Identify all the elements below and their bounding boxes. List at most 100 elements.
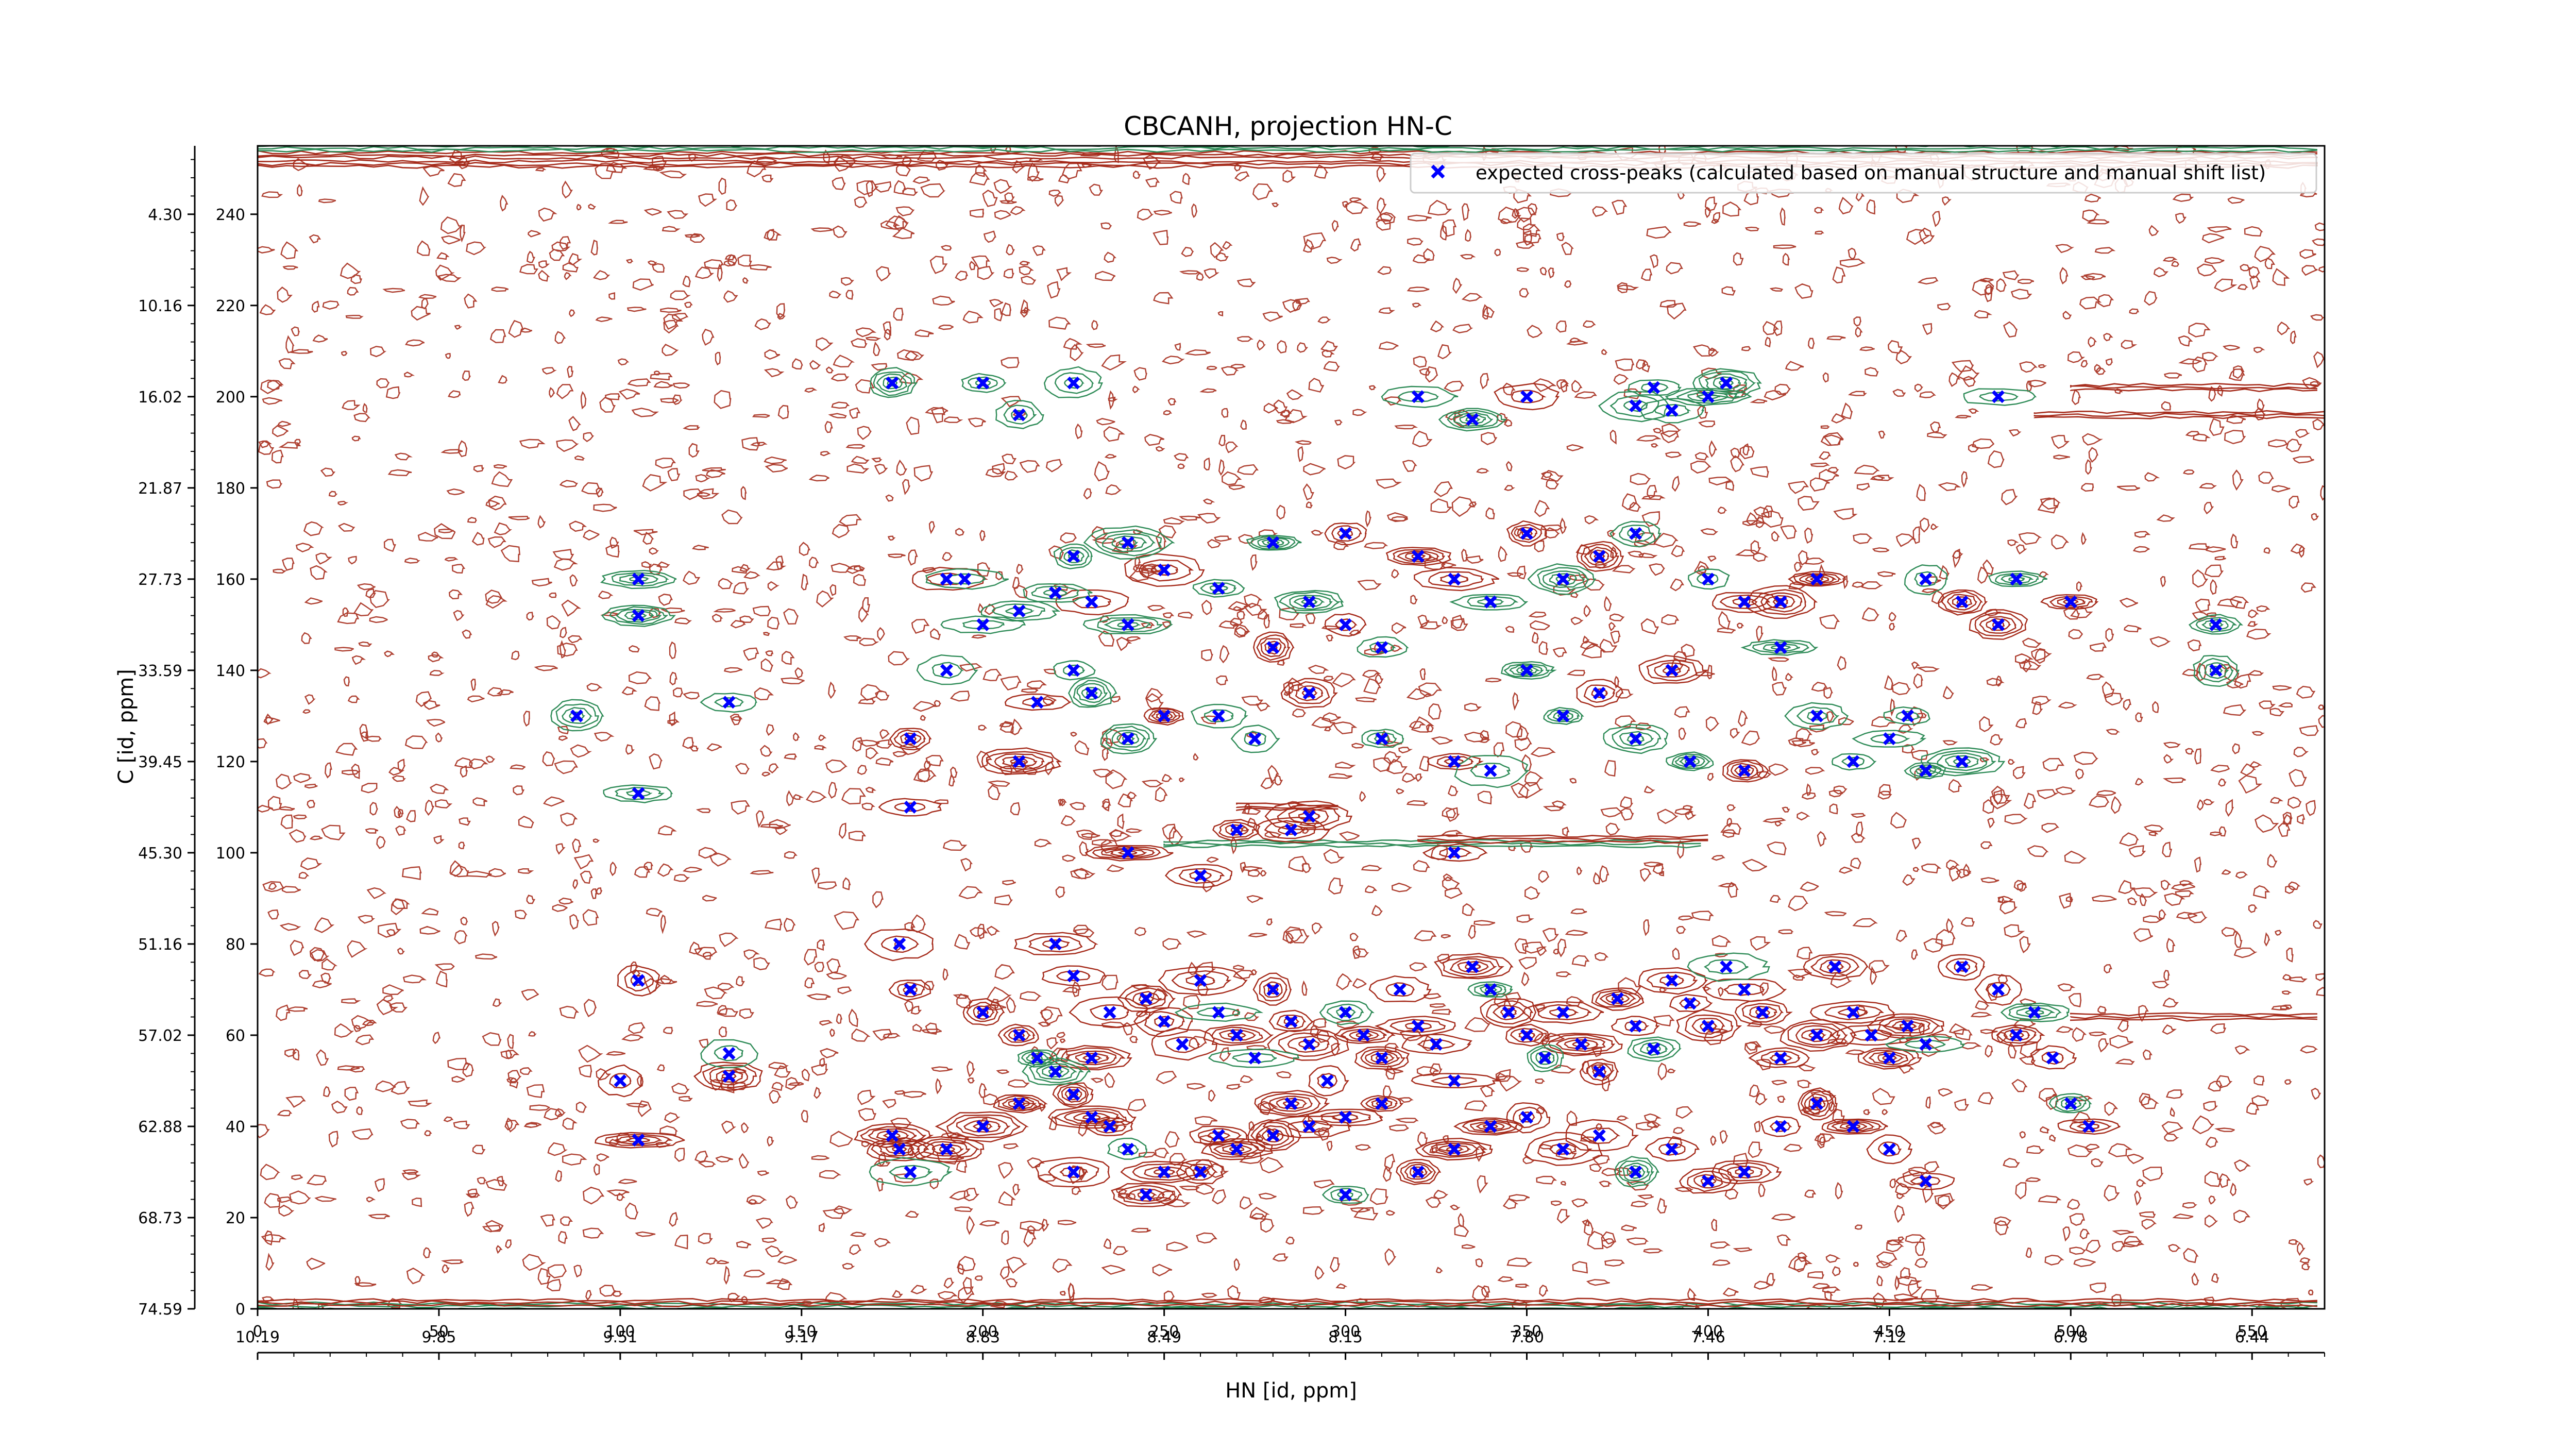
expected-peak-121 [1520,1029,1533,1042]
expected-peak-14 [958,572,972,586]
expected-peak-152 [1030,1051,1044,1065]
expected-peak-45 [1484,595,1497,609]
expected-peak-98 [1067,969,1080,983]
expected-peak-141 [1901,1019,1914,1033]
expected-peak-40 [1302,595,1316,609]
expected-peak-62 [1629,732,1642,746]
expected-peak-169 [1556,1142,1570,1156]
expected-peak-182 [940,1142,953,1156]
expected-peak-136 [1810,1029,1824,1042]
expected-peak-125 [1592,1065,1606,1079]
ridge-contour-9 [2070,382,2317,392]
x-tick-label-6: 300 [1331,1323,1360,1341]
x-tick-label-7: 350 [1512,1323,1541,1341]
expected-peak-36 [1248,732,1262,746]
expected-peak-76 [1810,572,1824,586]
expected-peak-148 [2064,1097,2077,1110]
expected-peak-117 [1448,1074,1461,1087]
legend[interactable]: expected cross-peaks (calculated based o… [1410,153,2317,194]
expected-peak-20 [940,572,953,586]
expected-peak-12 [1012,408,1026,422]
expected-peak-65 [1738,595,1751,609]
expected-peak-19 [893,1142,906,1156]
expected-peak-111 [1339,1006,1352,1019]
y-tick-label-0: 0 [235,1301,245,1319]
ridge-contour-4 [258,1298,2318,1307]
positive-peak-contours [595,383,2121,1207]
expected-peak-179 [1919,1174,1933,1188]
expected-peak-15 [904,732,917,746]
y-tick-label-1: 20 [226,1209,245,1227]
expected-peak-186 [1139,1188,1153,1202]
expected-peak-100 [1139,992,1153,1005]
expected-peak-155 [1085,1110,1098,1124]
expected-peak-75 [1774,595,1787,609]
x-tick-label-4: 200 [968,1323,997,1341]
expected-peak-119 [1484,983,1497,996]
expected-peak-140 [1883,1051,1896,1065]
x-ppm-tick-label-10: 6.78 [2054,1328,2088,1346]
expected-peak-132 [1720,960,1733,973]
expected-peak-22 [1012,604,1026,618]
expected-peak-128 [1647,1042,1660,1055]
y-tick-label-5: 100 [216,845,245,863]
expected-peak-135 [1774,1051,1787,1065]
y-tick-label-4: 80 [226,936,245,954]
ridge-contour-7 [1236,802,1338,812]
x-ppm-tick-label-4: 8.83 [965,1328,1000,1346]
expected-peak-164 [1375,1097,1388,1110]
expected-peak-90 [1448,846,1461,860]
expected-peak-38 [940,664,953,677]
ridge-contour-8 [2033,410,2325,419]
expected-peak-145 [2010,1029,2023,1042]
expected-peak-7 [722,1047,736,1060]
expected-peak-177 [1846,1120,1860,1133]
expected-peak-27 [1158,563,1171,577]
expected-peak-80 [2010,572,2023,586]
y-ppm-tick-label-10: 16.02 [138,389,182,407]
y-tick-label-12: 240 [216,206,245,224]
y-tick-label-7: 140 [216,662,245,680]
expected-peak-170 [1592,1129,1606,1142]
expected-peak-165 [1411,1165,1425,1178]
expected-peak-102 [1176,1038,1189,1051]
expected-peak-153 [1049,1065,1062,1079]
expected-peak-66 [1774,641,1787,654]
y-tick-label-6: 120 [216,753,245,771]
expected-peak-139 [1865,1029,1878,1042]
x-tick-label-3: 150 [787,1323,816,1341]
y-tick-label-2: 40 [226,1118,245,1136]
expected-peak-176 [1810,1097,1824,1110]
expected-peak-122 [1538,1051,1552,1065]
expected-peak-157 [1121,1142,1134,1156]
y-ppm-tick-label-8: 27.73 [138,571,182,589]
expected-peak-79 [1992,618,2005,631]
expected-peak-134 [1756,1006,1769,1019]
expected-peak-21 [976,618,990,631]
plot-area [257,145,2326,1310]
x-ppm-tick-label-1: 9.85 [422,1328,456,1346]
expected-peak-180 [976,1120,990,1133]
expected-peak-68 [1846,755,1860,768]
expected-peak-41 [1339,618,1352,631]
expected-peak-161 [1266,1129,1280,1142]
y-tick-label-11: 220 [216,297,245,315]
expected-peak-168 [1520,1110,1533,1124]
expected-peak-59 [1520,664,1533,677]
x-tick-label-1: 50 [429,1323,449,1341]
expected-peak-4 [570,709,583,722]
x-tick-label-9: 450 [1875,1323,1904,1341]
expected-peak-63 [1665,664,1679,677]
expected-peak-158 [1158,1165,1171,1178]
legend-marker-x [1431,164,1445,179]
expected-peak-73 [1701,390,1715,403]
expected-peak-167 [1484,1120,1497,1133]
ridge-contour-10 [2070,1012,2317,1022]
y-ppm-tick-label-3: 57.02 [138,1027,182,1045]
x-tick-label-5: 250 [1149,1323,1179,1341]
expected-peak-88 [1683,755,1697,768]
expected-peak-18 [893,937,906,951]
expected-peak-178 [1883,1142,1896,1156]
expected-peak-151 [1012,1029,1026,1042]
expected-peak-81 [2064,595,2077,609]
